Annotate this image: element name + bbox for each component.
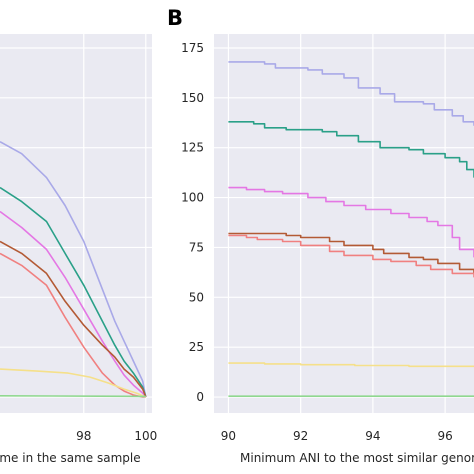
series-line-7 (0, 395, 146, 398)
series-line-6 (228, 362, 474, 368)
y-tick-label: 0 (196, 390, 204, 404)
plot-background (0, 34, 152, 413)
panel-a: 98 100 ome in the same sample (0, 34, 157, 465)
x-tick-label: 90 (221, 429, 236, 443)
x-tick-label: 96 (437, 429, 452, 443)
series-line-2 (228, 121, 474, 178)
series-line-2 (0, 186, 147, 398)
x-tick-label: 100 (134, 429, 157, 443)
series-line-3 (228, 186, 474, 258)
y-tick-label: 75 (189, 240, 204, 254)
y-tick-label: 100 (181, 191, 204, 205)
x-axis-label: Minimum ANI to the most similar genom (240, 451, 474, 465)
series-line-6 (0, 368, 147, 398)
series-line-1 (0, 140, 147, 398)
x-tick-label: 98 (76, 429, 91, 443)
series-line-4 (228, 232, 474, 274)
plot-background (214, 34, 474, 413)
x-tick-label: 92 (293, 429, 308, 443)
panel-b: 90 92 94 96 0 25 50 75 100 125 150 175 Minimum ANI t… (167, 6, 474, 465)
panel-label: B (167, 6, 183, 30)
series-line-5 (228, 234, 474, 278)
series-line-1 (228, 61, 474, 126)
y-tick-label: 25 (189, 340, 204, 354)
series-line-4 (0, 240, 147, 398)
y-tick-label: 125 (181, 141, 204, 155)
series-line-3 (0, 210, 147, 398)
x-tick-label: 94 (365, 429, 380, 443)
y-tick-label: 175 (181, 41, 204, 55)
x-axis-label: ome in the same sample (0, 451, 141, 465)
y-tick-label: 150 (181, 91, 204, 105)
y-tick-label: 50 (189, 290, 204, 304)
